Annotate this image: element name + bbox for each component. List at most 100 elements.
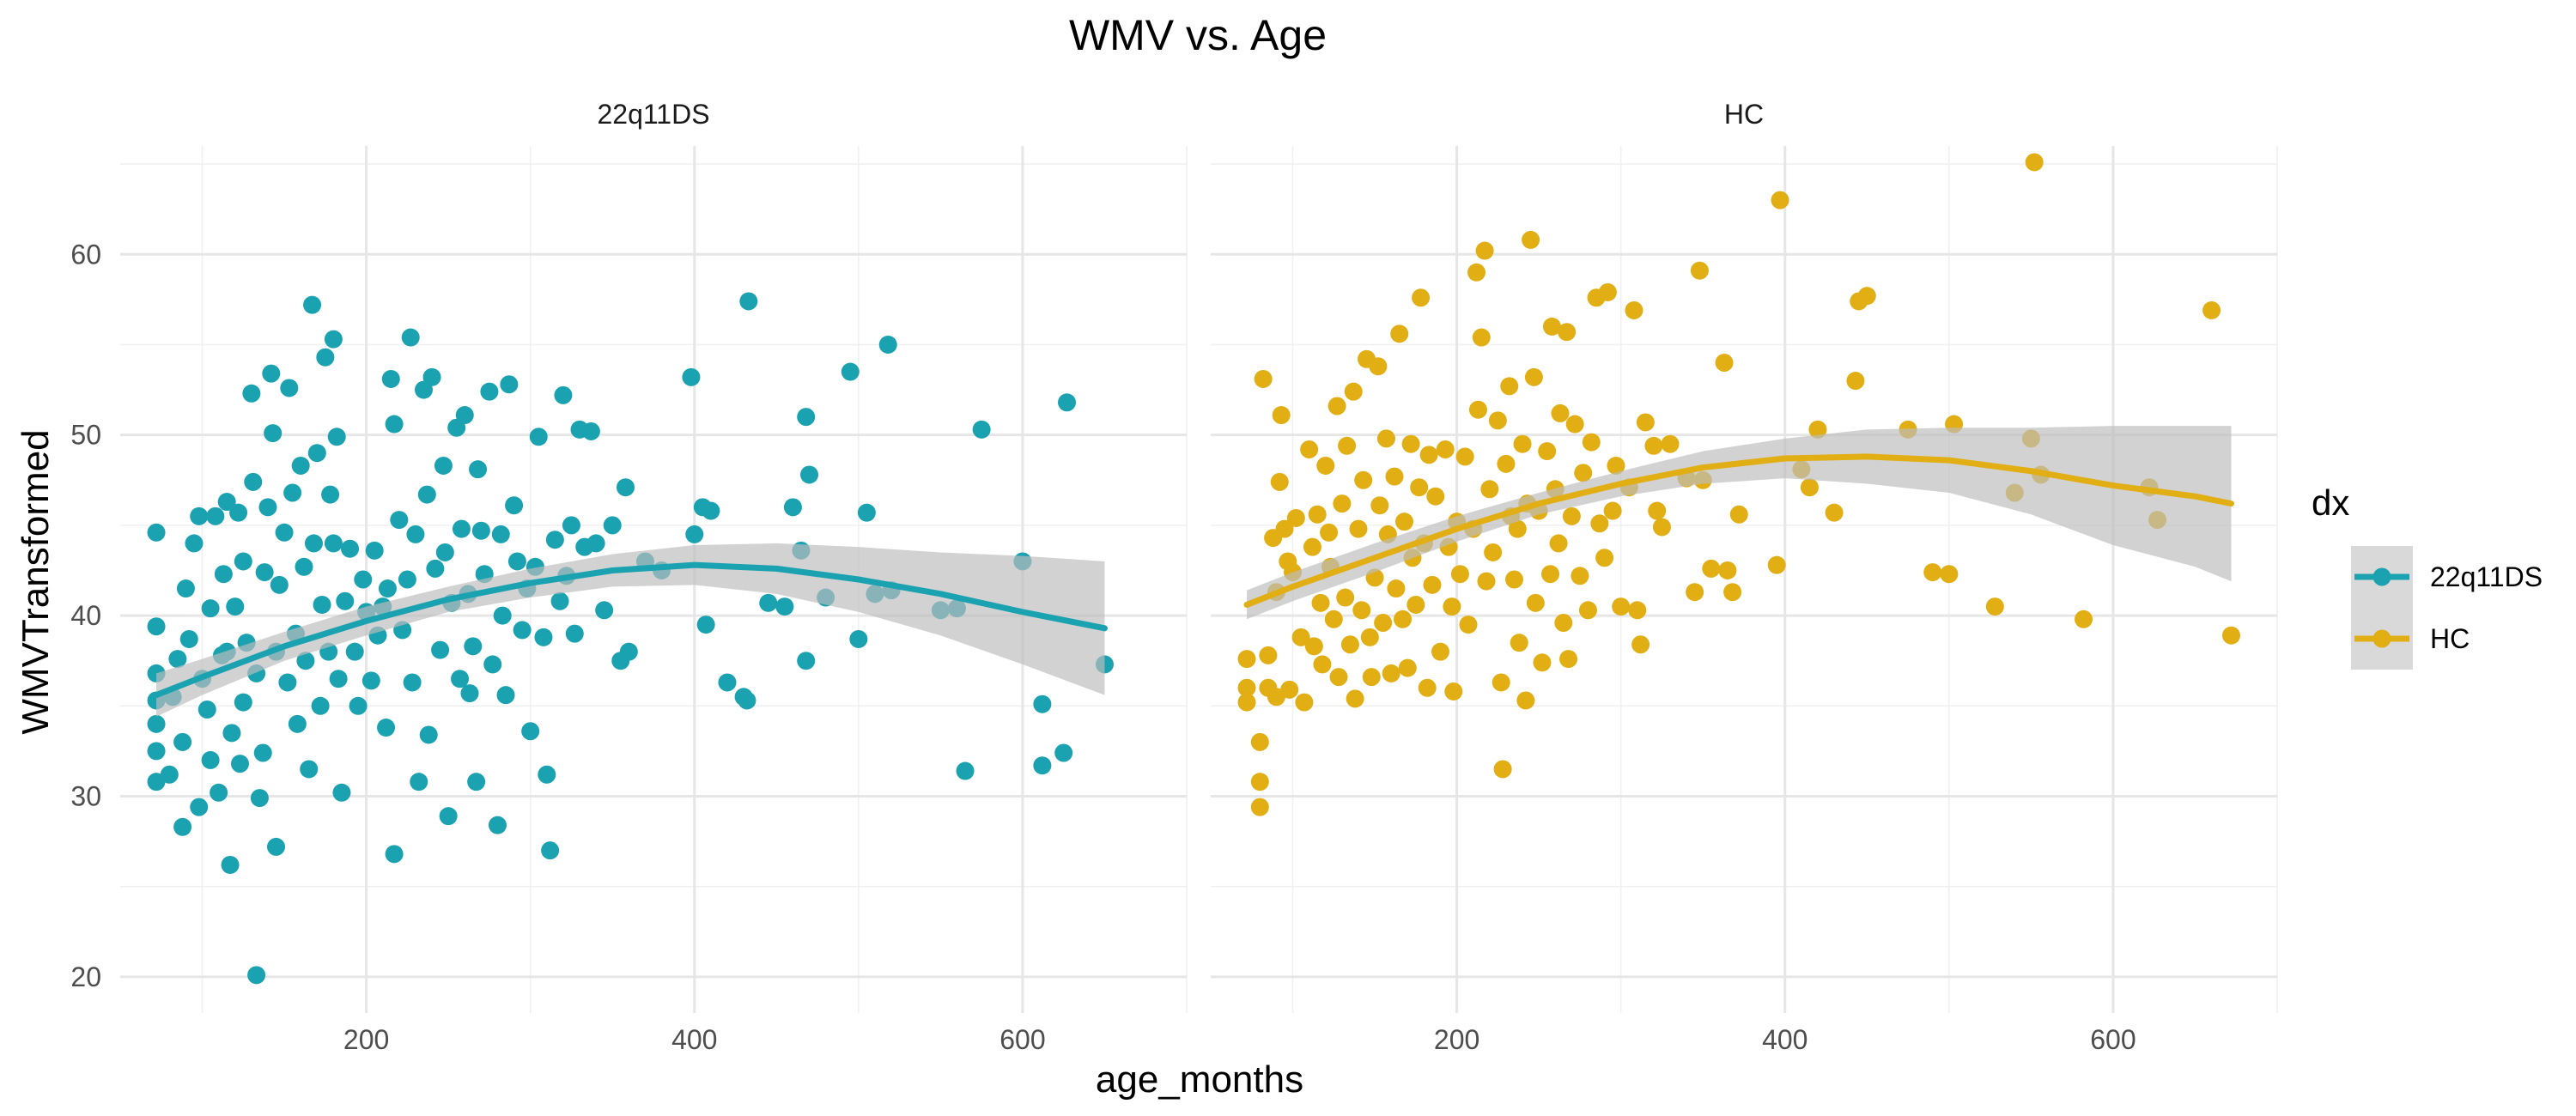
data-point	[401, 328, 420, 347]
data-point	[1333, 494, 1352, 513]
data-point	[173, 732, 192, 751]
data-point	[201, 750, 220, 769]
data-point	[452, 519, 471, 538]
y-axis-title: WMVTransformed	[15, 429, 57, 734]
data-point	[496, 686, 515, 705]
data-point	[1549, 534, 1568, 553]
data-point	[1418, 678, 1437, 697]
data-point	[1237, 693, 1256, 712]
data-point	[1554, 614, 1573, 632]
data-point	[800, 465, 819, 484]
data-point	[972, 420, 991, 439]
data-point	[1493, 760, 1512, 779]
data-point	[1571, 567, 1589, 585]
data-point	[1259, 646, 1278, 664]
data-point	[1492, 673, 1510, 692]
data-point	[291, 456, 310, 475]
data-point	[398, 570, 416, 589]
data-point	[303, 295, 322, 314]
data-point	[500, 375, 519, 394]
data-point	[1558, 323, 1577, 342]
data-point	[467, 773, 486, 792]
data-point	[1316, 456, 1335, 475]
data-point	[1559, 650, 1578, 669]
data-point	[1686, 583, 1704, 602]
data-point	[332, 783, 351, 802]
data-point	[311, 696, 330, 715]
data-point	[288, 714, 307, 733]
data-point	[229, 503, 248, 522]
data-point	[283, 483, 302, 502]
data-point	[550, 591, 569, 610]
data-point	[1362, 668, 1381, 687]
data-point	[1444, 682, 1463, 701]
data-point	[1280, 680, 1299, 699]
data-point	[1304, 637, 1323, 656]
data-point	[422, 367, 441, 386]
data-point	[1603, 501, 1622, 520]
data-point	[1423, 575, 1442, 594]
data-point	[483, 655, 502, 674]
data-point	[1516, 691, 1535, 710]
data-point	[176, 579, 195, 598]
data-point	[857, 503, 876, 522]
data-point	[493, 606, 512, 625]
legend-keys: 22q11DS HC	[2351, 546, 2543, 670]
legend-key-point	[2372, 567, 2391, 586]
data-point	[1729, 505, 1748, 524]
chart-title: WMV vs. Age	[1069, 11, 1327, 59]
data-point	[1846, 372, 1865, 391]
data-point	[1652, 518, 1671, 537]
data-point	[1467, 263, 1486, 282]
data-point	[1410, 478, 1429, 497]
data-point	[696, 616, 715, 634]
data-point	[410, 773, 428, 792]
data-point	[2075, 610, 2093, 628]
data-point	[797, 652, 816, 670]
data-point	[1308, 505, 1327, 524]
data-point	[1033, 756, 1052, 775]
data-point	[1054, 743, 1073, 762]
x-tick-label: 400	[671, 1024, 717, 1055]
data-point	[1644, 436, 1663, 455]
data-point	[1291, 628, 1310, 646]
data-point	[1349, 519, 1368, 538]
data-point	[1250, 798, 1269, 816]
strip-label: HC	[1724, 99, 1764, 130]
data-point	[702, 501, 720, 520]
confidence-ribbon	[1247, 426, 2232, 620]
data-point	[258, 498, 277, 517]
data-point	[253, 743, 272, 762]
data-point	[469, 460, 488, 479]
data-point	[270, 575, 289, 594]
data-point	[1767, 555, 1786, 574]
data-point	[296, 652, 315, 670]
data-point	[280, 379, 299, 397]
x-tick-label: 600	[2090, 1024, 2136, 1055]
data-point	[365, 541, 384, 560]
data-point	[1338, 436, 1357, 455]
data-point	[378, 579, 397, 598]
data-point	[1401, 434, 1420, 453]
data-point	[214, 565, 233, 584]
data-point	[278, 673, 297, 692]
data-point	[242, 384, 261, 403]
data-point	[1329, 668, 1348, 687]
data-point	[1985, 597, 2004, 616]
data-point	[1300, 440, 1319, 458]
data-point	[718, 673, 737, 692]
data-point	[201, 599, 220, 618]
data-point	[1394, 610, 1413, 628]
data-point	[1857, 287, 1876, 306]
data-point	[841, 362, 860, 381]
data-point	[1598, 282, 1617, 301]
data-point	[390, 511, 409, 530]
data-point	[849, 629, 868, 648]
data-point	[431, 640, 450, 659]
data-point	[1574, 464, 1593, 482]
data-point	[1455, 447, 1474, 466]
data-point	[349, 696, 368, 715]
panel-HC: HC 200 400 600	[1211, 99, 2278, 1055]
legend-key-HC: HC	[2351, 608, 2470, 670]
data-point	[1354, 470, 1373, 489]
